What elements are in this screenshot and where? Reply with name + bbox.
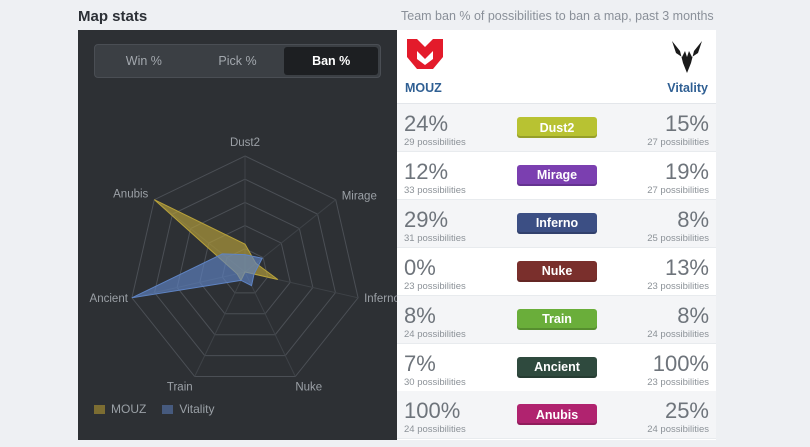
- mouz-possibilities: 31 possibilities: [404, 232, 466, 244]
- legend-item-mouz[interactable]: MOUZ: [94, 402, 146, 416]
- vitality-possibilities: 23 possibilities: [647, 376, 709, 388]
- mouz-ban-pct: 12%: [404, 158, 449, 184]
- legend-item-vitality[interactable]: Vitality: [162, 402, 214, 416]
- radar-axis-label-dust2: Dust2: [230, 137, 260, 149]
- mouz-possibilities: 29 possibilities: [404, 137, 466, 148]
- stat-type-toggle: Win % Pick % Ban %: [94, 44, 381, 78]
- map-badge-ancient[interactable]: Ancient: [517, 356, 597, 378]
- vitality-ban-pct: 19%: [664, 158, 709, 184]
- radar-chart: Dust2 Mirage Inferno Nuke Train Ancient Anubis: [90, 137, 397, 394]
- radar-grid-ring: [153, 178, 337, 357]
- map-badge-anubis[interactable]: Anubis: [517, 404, 597, 426]
- radar-spoke: [194, 271, 246, 377]
- radar-grid-ring: [131, 155, 359, 378]
- mouz-possibilities: 24 possibilities: [404, 424, 466, 436]
- vitality-possibilities: 25 possibilities: [647, 232, 709, 244]
- mouz-ban-pct: 24%: [404, 111, 449, 136]
- chart-legend: MOUZ Vitality: [94, 402, 214, 416]
- mouz-ban-pct: 100%: [404, 398, 461, 424]
- map-stats-subtitle: Team ban % of possibilities to ban a map…: [401, 9, 714, 23]
- vitality-possibilities: 27 possibilities: [647, 184, 709, 196]
- map-row-inferno: 29% 31 possibilities Inferno 8% 25 possibili…: [397, 199, 716, 248]
- map-badge-dust2[interactable]: Dust2: [517, 117, 597, 138]
- vitality-ban-pct: 15%: [664, 111, 709, 136]
- radar-axis-label-anubis: Anubis: [113, 189, 148, 201]
- team-name-vitality[interactable]: Vitality: [667, 81, 708, 95]
- team-header: MOUZ Vitality: [397, 30, 716, 104]
- mouz-ban-pct: 8%: [404, 302, 436, 328]
- vitality-possibilities: 23 possibilities: [647, 280, 709, 292]
- map-badge-train[interactable]: Train: [517, 308, 597, 330]
- radar-axis-label-nuke: Nuke: [295, 382, 322, 394]
- legend-label-mouz: MOUZ: [111, 402, 147, 416]
- vitality-possibilities: 24 possibilities: [647, 424, 709, 436]
- vitality-possibilities: 27 possibilities: [647, 137, 709, 148]
- radar-axis-label-train: Train: [167, 382, 193, 394]
- map-row-train: 8% 24 possibilities Train 8% 24 possibilitie…: [397, 295, 716, 344]
- map-row-ancient: 7% 30 possibilities Ancient 100% 23 possibil…: [397, 344, 716, 392]
- mouz-logo-icon: [407, 39, 443, 69]
- radar-grid-ring: [176, 201, 314, 336]
- vitality-ban-pct: 25%: [664, 398, 709, 424]
- tab-pick-pct[interactable]: Pick %: [218, 54, 257, 68]
- mouz-possibilities: 30 possibilities: [404, 376, 466, 388]
- radar-axis-label-inferno: Inferno: [364, 293, 397, 305]
- radar-axis-label-mirage: Mirage: [342, 191, 377, 203]
- radar-axis-label-ancient: Ancient: [90, 293, 129, 305]
- legend-swatch-mouz: [94, 404, 105, 414]
- radar-series-vitality[interactable]: [131, 253, 263, 299]
- tab-win-pct[interactable]: Win %: [125, 54, 162, 68]
- mouz-ban-pct: 29%: [404, 206, 449, 232]
- map-badge-mirage[interactable]: Mirage: [517, 164, 597, 186]
- ban-stats-table: MOUZ Vitality 24% 29 possibilities Dust2 15…: [397, 30, 716, 440]
- vitality-logo-icon: [672, 41, 702, 73]
- map-row-anubis: 100% 24 possibilities Anubis 25% 24 possibil…: [397, 391, 716, 440]
- map-row-nuke: 0% 23 possibilities Nuke 13% 23 possibilitie…: [397, 248, 716, 296]
- map-badge-inferno[interactable]: Inferno: [517, 212, 597, 234]
- map-row-dust2: 24% 29 possibilities Dust2 15% 27 possibilit…: [397, 104, 716, 152]
- vitality-possibilities: 24 possibilities: [647, 328, 709, 340]
- vitality-ban-pct: 13%: [664, 254, 709, 280]
- legend-label-vitality: Vitality: [179, 402, 215, 416]
- radar-spoke: [244, 271, 296, 377]
- mouz-ban-pct: 0%: [404, 254, 436, 280]
- mouz-possibilities: 33 possibilities: [404, 184, 466, 196]
- tab-ban-pct[interactable]: Ban %: [284, 47, 379, 75]
- radar-grid-ring: [199, 225, 291, 315]
- vitality-ban-pct: 8%: [677, 302, 709, 328]
- vitality-ban-pct: 8%: [677, 206, 709, 232]
- map-row-mirage: 12% 33 possibilities Mirage 19% 27 possibili…: [397, 152, 716, 200]
- vitality-ban-pct: 100%: [652, 350, 709, 376]
- mouz-ban-pct: 7%: [404, 350, 436, 376]
- map-stats-title: Map stats: [78, 8, 148, 25]
- mouz-possibilities: 24 possibilities: [404, 328, 466, 340]
- team-name-mouz[interactable]: MOUZ: [405, 81, 442, 95]
- legend-swatch-vitality: [162, 404, 174, 414]
- mouz-possibilities: 23 possibilities: [404, 280, 466, 292]
- radar-panel: Dust2 Mirage Inferno Nuke Train Ancient Anubis…: [78, 30, 397, 440]
- map-badge-nuke[interactable]: Nuke: [517, 260, 597, 282]
